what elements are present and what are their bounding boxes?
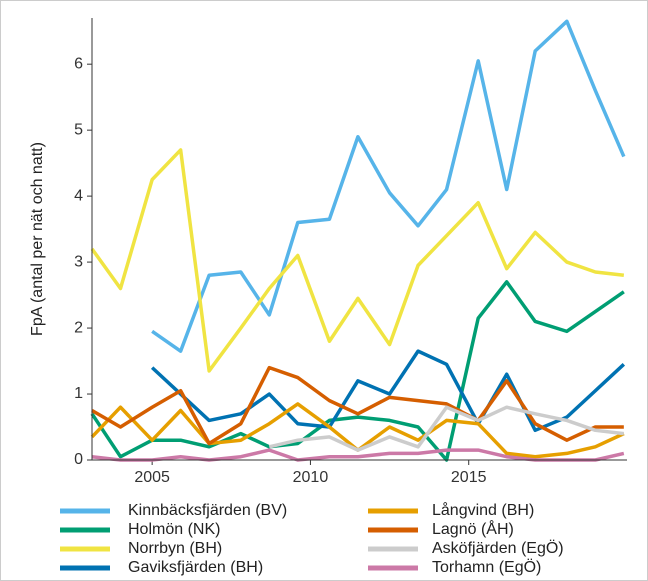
- series-line: [268, 405, 625, 452]
- y-tick-label: 5: [74, 121, 83, 138]
- series-line: [91, 365, 624, 446]
- series-line: [90, 280, 625, 462]
- y-tick-label: 3: [74, 253, 83, 270]
- y-tick-label: 6: [74, 55, 83, 72]
- y-tick-label: 0: [74, 451, 83, 468]
- y-tick-label: 2: [74, 319, 83, 336]
- x-tick-label: 2005: [134, 469, 170, 486]
- series-line: [90, 148, 625, 373]
- x-tick-label: 2015: [451, 469, 487, 486]
- y-tick-label: 4: [74, 187, 83, 204]
- legend-label: Kinnbäcksfjärden (BV): [128, 502, 287, 519]
- y-axis-label: FpA (antal per nät och natt): [29, 142, 46, 336]
- series-line: [151, 19, 626, 353]
- legend-label: Lagnö (ÅH): [432, 519, 514, 538]
- legend-label: Norrbyn (BH): [128, 540, 222, 557]
- legend-label: Holmön (NK): [128, 521, 220, 538]
- series-line: [150, 349, 626, 433]
- x-tick-label: 2010: [293, 469, 329, 486]
- legend-label: Asköfjärden (EgÖ): [432, 539, 564, 557]
- legend-label: Torhamn (EgÖ): [432, 558, 541, 576]
- legend-label: Gaviksfjärden (BH): [128, 559, 263, 576]
- legend-label: Långvind (BH): [432, 501, 534, 519]
- y-tick-label: 1: [74, 385, 83, 402]
